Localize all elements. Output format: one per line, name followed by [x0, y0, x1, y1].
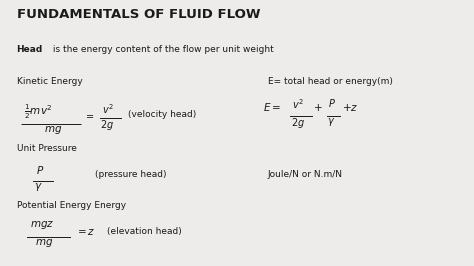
Text: $= z$: $= z$: [75, 227, 95, 237]
Text: $E = $: $E = $: [263, 101, 281, 113]
Text: $+ z$: $+ z$: [342, 102, 358, 113]
Text: $\gamma$: $\gamma$: [327, 116, 335, 128]
Text: Head: Head: [17, 45, 43, 54]
Text: $v^2$: $v^2$: [292, 97, 303, 111]
Text: E= total head or energy(m): E= total head or energy(m): [268, 77, 392, 86]
Text: FUNDAMENTALS OF FLUID FLOW: FUNDAMENTALS OF FLUID FLOW: [17, 8, 260, 21]
Text: $v^2$: $v^2$: [102, 102, 114, 116]
Text: (velocity head): (velocity head): [128, 110, 196, 119]
Text: $\frac{1}{2}mv^2$: $\frac{1}{2}mv^2$: [24, 102, 52, 121]
Text: $2g$: $2g$: [291, 116, 305, 130]
Text: $=$: $=$: [84, 110, 95, 120]
Text: (pressure head): (pressure head): [95, 170, 166, 179]
Text: $+$: $+$: [313, 102, 323, 113]
Text: $mg$: $mg$: [35, 237, 53, 249]
Text: Kinetic Energy: Kinetic Energy: [17, 77, 82, 86]
Text: $mgz$: $mgz$: [30, 219, 54, 231]
Text: $P$: $P$: [328, 97, 337, 109]
Text: Joule/N or N.m/N: Joule/N or N.m/N: [268, 170, 343, 179]
Text: Potential Energy Energy: Potential Energy Energy: [17, 201, 126, 210]
Text: $2g$: $2g$: [100, 118, 115, 132]
Text: Unit Pressure: Unit Pressure: [17, 144, 76, 153]
Text: $\gamma$: $\gamma$: [34, 181, 43, 193]
Text: (elevation head): (elevation head): [107, 227, 182, 236]
Text: is the energy content of the flow per unit weight: is the energy content of the flow per un…: [50, 45, 273, 54]
Text: $mg$: $mg$: [44, 124, 63, 136]
Text: $P$: $P$: [36, 164, 44, 176]
